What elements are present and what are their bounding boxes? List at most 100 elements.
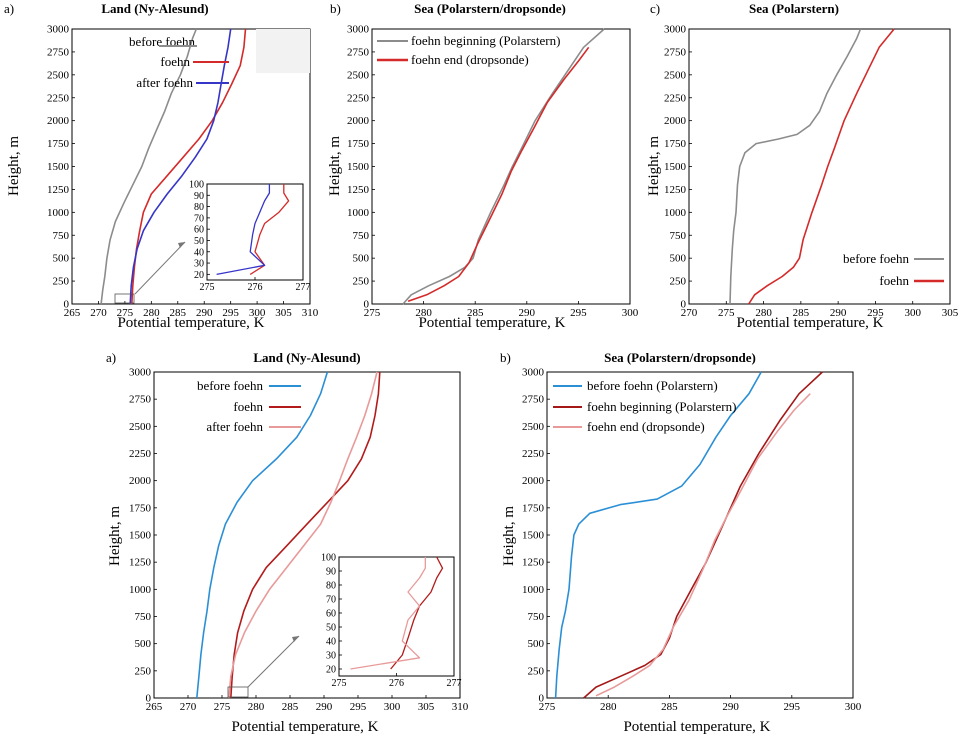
x-tick-label: 290 [316,701,333,713]
x-tick-label: 276 [389,678,404,689]
x-tick-label: 310 [302,307,319,319]
x-tick-label: 300 [904,307,921,319]
x-tick-label: 300 [845,701,862,713]
x-tick-label: 280 [143,307,160,319]
y-tick-label: 1500 [522,530,545,542]
x-tick-label: 280 [600,701,617,713]
y-tick-label: 2000 [129,475,152,487]
x-tick-label: 270 [180,701,197,713]
y-axis-title: Height, m [107,506,123,566]
y-tick-label: 1000 [129,584,152,596]
panel-title: Land (Ny-Alesund) [253,350,360,365]
y-tick-label: 2250 [47,92,70,104]
legend-label: foehn [160,54,190,69]
y-tick-label: 2250 [522,448,545,460]
y-tick-label: 3000 [522,367,545,379]
panel-label: c) [650,1,660,16]
series-line [249,184,290,275]
zoom-arrowhead [292,636,299,642]
x-tick-label: 285 [793,307,810,319]
legend-label: foehn beginning (Polarstern) [587,399,736,414]
y-tick-label: 500 [53,253,70,265]
y-tick-label: 2000 [47,115,70,127]
y-tick-label: 2250 [347,92,370,104]
y-tick-label: 750 [670,230,687,242]
y-axis-title: Height, m [327,136,343,196]
y-tick-label: 500 [353,253,370,265]
chart-panel-bottom-a: Land (Ny-Alesund) a) Potential temperatu… [106,350,469,735]
panel-title: Sea (Polarstern/dropsonde) [414,1,566,16]
inset-frame [338,556,455,677]
y-tick-label: 2750 [664,46,687,58]
y-tick-label: 2000 [664,115,687,127]
y-tick-label: 1500 [129,530,152,542]
y-tick-label: 1250 [129,557,152,569]
y-tick-label: 2750 [129,394,152,406]
y-tick-label: 1250 [664,184,687,196]
series-line [129,28,232,305]
y-tick-label: 750 [135,611,152,623]
x-tick-label: 295 [222,307,239,319]
zoom-arrow [247,635,300,688]
y-tick-label: 1500 [664,161,687,173]
x-tick-label: 265 [146,701,163,713]
y-tick-label: 3000 [664,24,687,36]
y-tick-label: 250 [53,276,70,288]
chart-panel-top-b: Sea (Polarstern/dropsonde) b) Potential … [327,1,639,331]
y-tick-label: 3000 [347,24,370,36]
y-tick-label: 70 [194,213,204,224]
legend-label: foehn [233,399,263,414]
x-tick-label: 275 [364,307,381,319]
x-tick-label: 295 [867,307,884,319]
x-tick-label: 300 [249,307,266,319]
zoom-arrow [134,241,186,295]
series-line [748,28,895,305]
x-tick-label: 305 [275,307,292,319]
y-tick-label: 1000 [347,207,370,219]
y-tick-label: 2500 [664,69,687,81]
y-tick-label: 500 [528,638,545,650]
x-tick-label: 285 [282,701,299,713]
y-tick-label: 250 [135,665,152,677]
x-tick-label: 275 [332,678,347,689]
x-tick-label: 280 [415,307,432,319]
y-tick-label: 50 [326,623,336,634]
y-tick-label: 1000 [47,207,70,219]
y-tick-label: 750 [353,230,370,242]
y-tick-label: 2500 [347,69,370,81]
y-tick-label: 20 [194,270,204,281]
y-tick-label: 0 [146,693,152,705]
legend: before foehn foehn after foehn [129,34,229,90]
y-tick-label: 0 [364,299,370,311]
shaded-box [256,29,310,73]
legend-label: foehn [879,273,909,288]
series-line [402,28,605,305]
x-tick-label: 290 [196,307,213,319]
y-tick-label: 80 [194,202,204,213]
y-tick-label: 2750 [47,46,70,58]
x-tick-label: 285 [661,701,678,713]
x-tick-label: 275 [718,307,735,319]
x-tick-label: 275 [539,701,556,713]
y-tick-label: 1000 [522,584,545,596]
panel-title: Land (Ny-Alesund) [101,1,208,16]
y-tick-label: 2500 [522,421,545,433]
y-axis-title: Height, m [501,506,517,566]
zoom-box [114,293,135,304]
y-axis-title: Height, m [6,136,22,196]
y-tick-label: 1250 [47,184,70,196]
series-line [196,371,329,699]
panel-label: a) [4,1,14,16]
x-axis-title: Potential temperature, K [117,315,264,331]
zoom-box [227,686,249,698]
chart-panel-bottom-b: Sea (Polarstern/dropsonde) b) Potential … [500,350,862,735]
y-tick-label: 2500 [47,69,70,81]
y-tick-label: 3000 [47,24,70,36]
y-tick-label: 250 [670,276,687,288]
x-tick-label: 270 [681,307,698,319]
legend-label: before foehn [197,378,264,393]
y-tick-label: 750 [528,611,545,623]
y-tick-label: 80 [326,581,336,592]
